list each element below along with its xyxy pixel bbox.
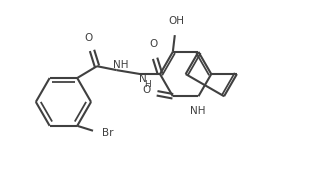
Text: O: O (149, 39, 157, 49)
Text: O: O (142, 85, 150, 95)
Text: OH: OH (169, 16, 185, 26)
Text: N: N (140, 74, 147, 84)
Text: NH: NH (113, 60, 128, 70)
Text: O: O (84, 32, 92, 43)
Text: NH: NH (190, 106, 205, 116)
Text: H: H (144, 80, 151, 89)
Text: Br: Br (102, 128, 113, 138)
